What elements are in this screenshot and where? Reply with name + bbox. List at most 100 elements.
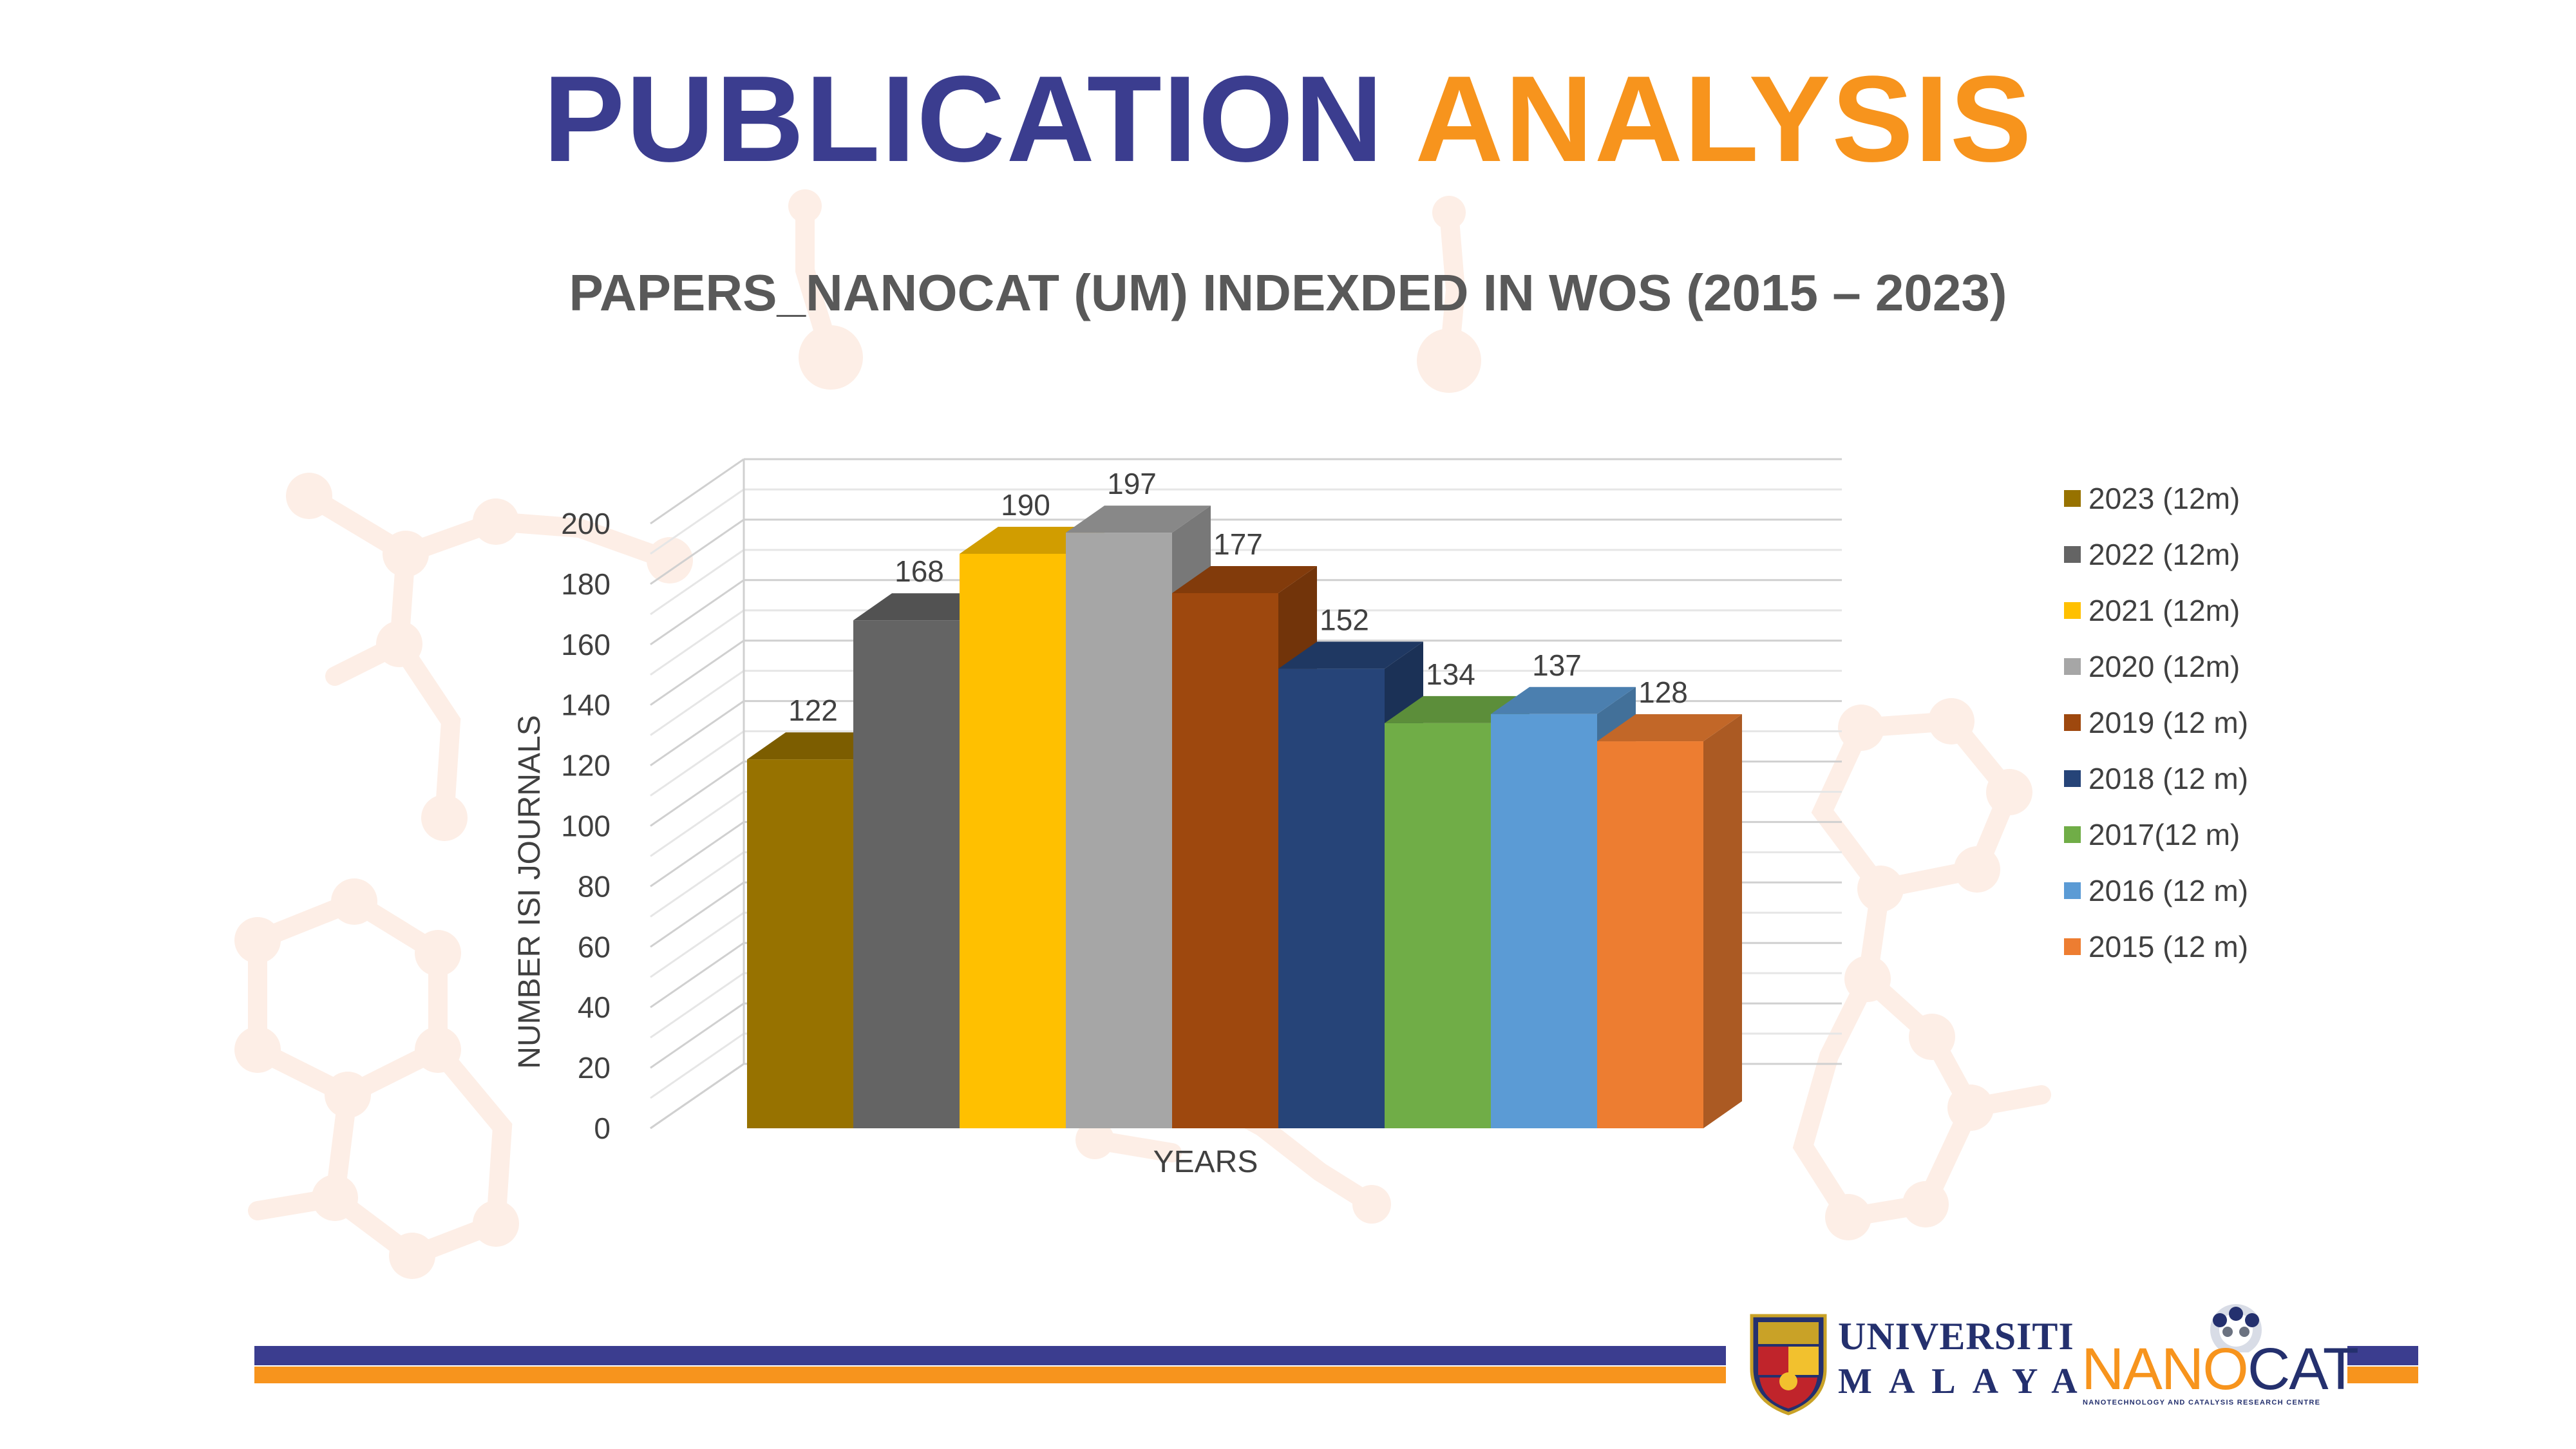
legend-item: 2022 (12m) [2064,526,2476,582]
legend-swatch [2064,489,2081,507]
data-label: 168 [895,554,944,588]
legend-item: 2021 (12m) [2064,582,2476,638]
y-tick-label: 100 [561,810,611,843]
legend-label: 2019 (12 m) [2088,705,2249,739]
legend-item: 2016 (12 m) [2064,862,2476,918]
legend-item: 2015 (12 m) [2064,918,2476,974]
y-tick-label: 140 [561,688,611,722]
data-label: 152 [1320,603,1369,636]
legend-item: 2019 (12 m) [2064,694,2476,750]
gridline-side [650,549,744,616]
nanocat-wordmark-part-1: NANO [2081,1336,2249,1402]
data-labels: 122 168 190 197 177 152 134 137 128 [788,467,1688,727]
y-tick-label: 20 [578,1051,611,1084]
gridline-side [650,851,744,918]
legend-swatch [2064,882,2081,899]
bar-top [1597,714,1742,742]
chart-bars [747,506,1742,1128]
gridline-side [650,761,744,827]
um-name-line-1: UNIVERSITI [1838,1315,2074,1358]
chart-legend: 2023 (12m) 2022 (12m) 2021 (12m) 2020 (12m)… [2064,470,2476,974]
y-tick-label: 200 [561,507,611,540]
gridline-side [650,700,744,766]
footer-stripe-blue [254,1346,1726,1365]
nanocat-wordmark-part-2: CAT [2247,1336,2359,1402]
footer-stripe-orange [254,1367,1726,1383]
legend-swatch [2064,938,2081,955]
gridline-side [650,1002,744,1069]
um-name-line-2: MALAYA [1838,1361,2094,1401]
y-tick-label: 180 [561,567,611,601]
gridline-side [650,518,744,585]
bar-top [1491,687,1636,714]
legend-label: 2018 (12 m) [2088,761,2249,795]
universiti-malaya-logo: UNIVERSITI MALAYA [1747,1311,2088,1417]
legend-swatch [2064,826,2081,843]
gridline-side [650,730,744,797]
legend-swatch [2064,545,2081,563]
bar-front [1385,723,1491,1128]
bar-front [747,759,853,1128]
gridline-side [650,882,744,948]
legend-swatch [2064,714,2081,731]
footer-stripe-orange-right [2347,1367,2418,1383]
data-label: 177 [1213,527,1263,561]
legend-label: 2023 (12m) [2088,481,2240,515]
bar-front [1278,668,1385,1128]
bar-top [1278,641,1423,669]
footer-stripe-blue-right [2347,1346,2418,1365]
bar-front [1172,592,1278,1128]
page-title-part-1: PUBLICATION [543,51,1385,187]
y-tick-label: 40 [578,990,611,1024]
nanocat-wordmark: NANOCAT [2081,1340,2359,1399]
bar-front [1491,714,1597,1128]
gridline-side [650,609,744,676]
legend-item: 2017(12 m) [2064,806,2476,862]
legend-label: 2015 (12 m) [2088,929,2249,963]
y-tick-label: 120 [561,749,611,782]
gridline-side [650,972,744,1039]
data-label: 197 [1107,467,1157,500]
gridline-side [650,821,744,887]
gridline-side [650,912,744,978]
gridline-side [650,579,744,646]
x-axis-label: YEARS [1153,1145,1258,1179]
y-axis-ticks: 0 20 40 60 80 100 120 140 160 180 200 [561,507,611,1145]
bar-front [960,553,1066,1128]
legend-label: 2017(12 m) [2088,817,2240,851]
data-label: 190 [1001,488,1050,522]
legend-label: 2016 (12 m) [2088,873,2249,907]
legend-item: 2018 (12 m) [2064,750,2476,806]
y-tick-label: 0 [594,1112,611,1145]
gridline-side [650,458,744,525]
bar-front [1597,741,1703,1128]
floor-edge [650,1063,744,1130]
bar-front [1066,533,1172,1128]
legend-swatch [2064,770,2081,787]
legend-label: 2022 (12m) [2088,537,2240,571]
legend-swatch [2064,658,2081,675]
gridline-side [650,488,744,555]
legend-item: 2023 (12m) [2064,470,2476,526]
bar-front [853,620,960,1128]
gridline-side [650,1032,744,1099]
data-label: 134 [1426,658,1475,691]
gridline-side [650,791,744,857]
legend-label: 2020 (12m) [2088,649,2240,683]
data-label: 128 [1638,676,1688,709]
legend-label: 2021 (12m) [2088,593,2240,627]
legend-swatch [2064,601,2081,619]
data-label: 122 [788,694,838,727]
nanocat-subtitle: NANOTECHNOLOGY AND CATALYSIS RESEARCH CE… [2083,1399,2321,1406]
page-title: PUBLICATION ANALYSIS [0,45,2576,193]
um-crest-icon [1750,1314,1827,1416]
nanocat-logo: NANOCAT NANOTECHNOLOGY AND CATALYSIS RES… [2081,1294,2359,1406]
legend-item: 2020 (12m) [2064,638,2476,694]
gridline-side [650,942,744,1009]
bar [1597,714,1742,1128]
chart-title: PAPERS_NANOCAT (UM) INDEXDED IN WOS (201… [569,264,2007,321]
y-axis-label: NUMBER ISI JOURNALS [513,715,547,1068]
bar-top [1172,565,1317,593]
page-title-part-2: ANALYSIS [1415,51,2033,187]
